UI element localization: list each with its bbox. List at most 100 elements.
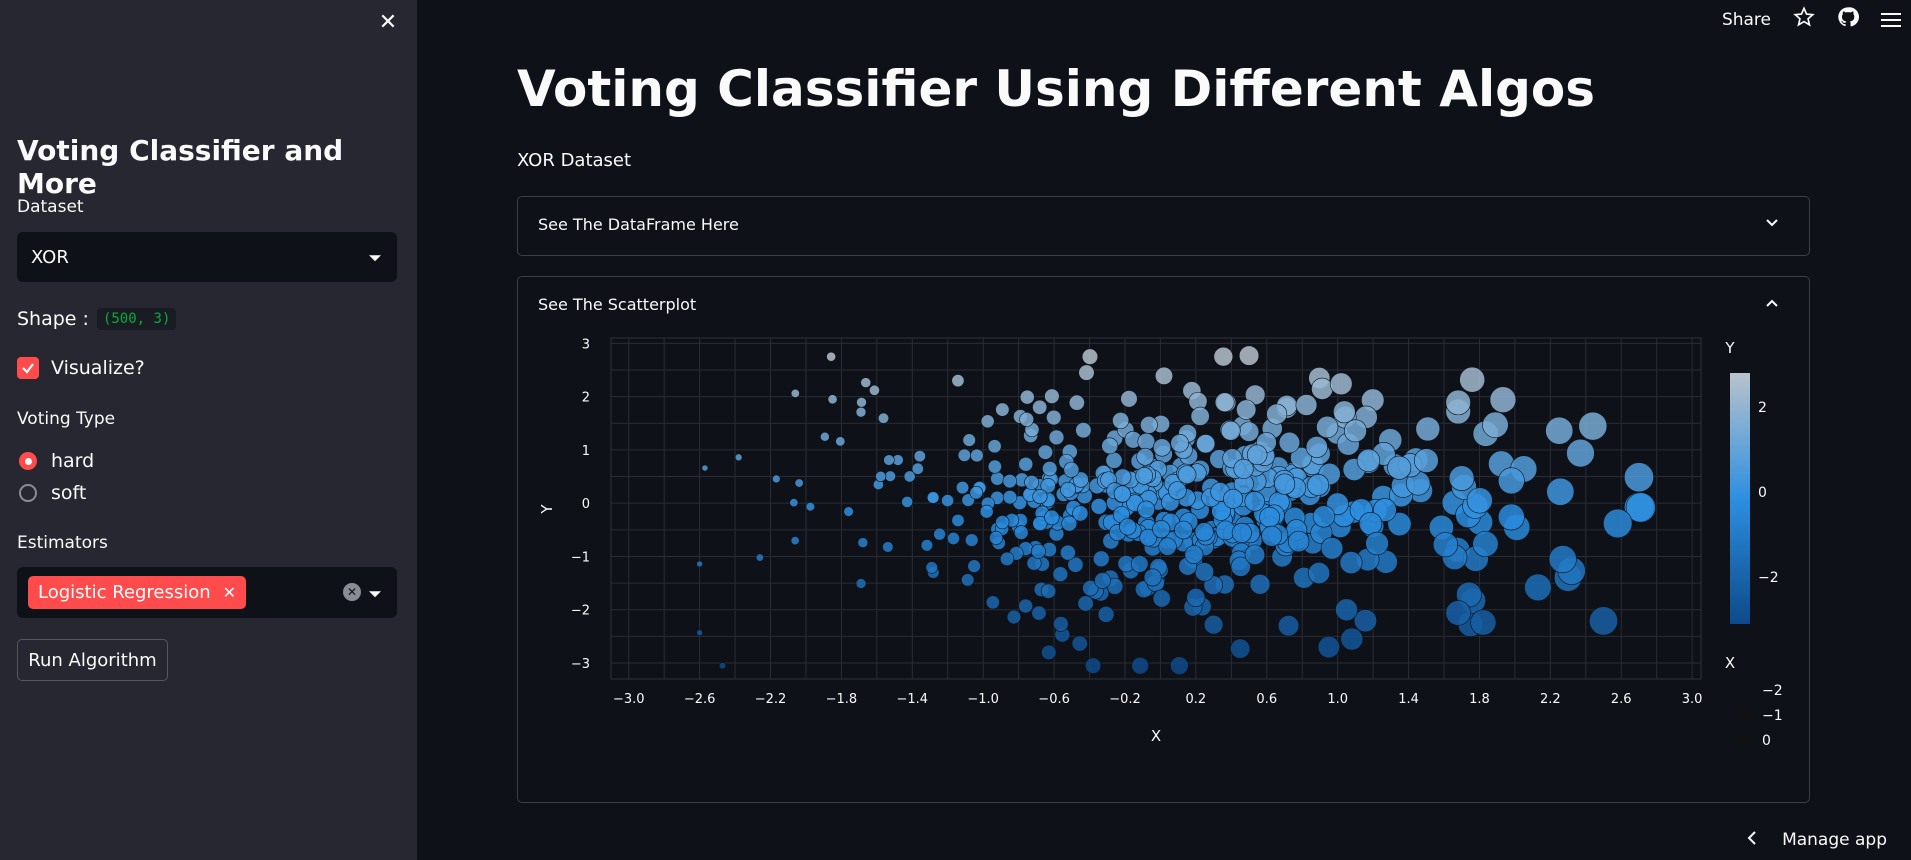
x-tick-label: 2.2 [1540,692,1561,707]
clear-all-icon[interactable]: ✕ [343,583,361,601]
scatter-point [957,448,971,462]
chevron-down-icon [369,255,381,262]
scatter-point [1236,399,1257,420]
scatter-point [1274,473,1296,495]
scatter-point [1194,562,1214,582]
scatter-point [1077,595,1094,612]
scatter-point [1220,420,1241,441]
scatter-point [1072,505,1089,522]
scatter-point [1084,657,1102,674]
scatter-point [1018,456,1034,472]
scatter-point [1078,364,1095,381]
remove-tag-icon[interactable]: ✕ [222,583,237,602]
scatter-point [1190,406,1210,426]
scatter-point [1158,537,1177,556]
toolbar: Share [1722,6,1901,33]
scatter-point [1092,550,1110,568]
scatter-point [1365,531,1389,556]
scatter-point [790,536,800,546]
radio-hard[interactable]: hard [19,450,94,472]
estimator-tag-label: Logistic Regression [38,582,211,603]
scatter-point [1119,518,1137,536]
radio-hard-label: hard [51,450,95,472]
x-tick-label: 1.4 [1398,692,1419,707]
y-tick-label: 2 [582,391,590,406]
scatter-point [1223,488,1244,509]
estimator-tag[interactable]: Logistic Regression ✕ [28,576,247,609]
scatter-point [1152,589,1171,608]
estimators-multiselect[interactable]: Logistic Regression ✕ ✕ [17,567,397,618]
scatter-point [772,474,781,484]
scatter-point [1052,566,1069,583]
scatter-point [1136,447,1155,466]
scatter-point [1068,394,1085,411]
radio-soft[interactable]: soft [19,482,86,504]
scatter-point [1624,462,1654,493]
scatter-point [1246,444,1268,466]
share-button[interactable]: Share [1721,9,1771,30]
chevron-up-icon[interactable] [1765,295,1779,314]
scatter-point [1482,411,1509,439]
radio-selected-icon[interactable] [19,452,37,470]
scatter-point [990,471,1005,486]
scatter-point [1413,448,1439,473]
github-icon[interactable] [1837,6,1859,33]
colorbar [1730,373,1750,624]
scatter-point [1589,606,1619,636]
scatter-point [1213,346,1234,367]
visualize-checkbox[interactable]: Visualize? [17,357,145,379]
scatter-point [790,388,800,398]
dataset-label: Dataset [17,197,84,217]
scatter-point [1101,437,1119,455]
sidebar: ✕ Voting Classifier and More Dataset XOR… [0,0,417,860]
scatter-point [1546,477,1575,506]
scatter-point [1233,458,1254,479]
scatter-point [1335,598,1358,622]
scatter-point [1277,615,1300,637]
x-tick-label: −2.6 [684,692,716,707]
chevron-down-icon[interactable] [1765,215,1779,234]
scatter-point [1071,635,1088,652]
scatter-point [1445,600,1471,626]
dataset-select[interactable]: XOR [17,232,397,282]
page-title: Voting Classifier Using Different Algos [517,60,1595,118]
visualize-label: Visualize? [51,357,145,379]
scatter-point [1153,438,1172,457]
scatter-point [1524,573,1552,602]
scatter-point [755,553,764,562]
scatter-point [1044,509,1060,526]
manage-app-button[interactable]: Manage app [1746,830,1887,850]
colorbar-title: Y [1724,339,1735,357]
scatter-point [1046,409,1062,426]
scatter-point [1311,377,1334,400]
scatter-point [1238,345,1260,366]
scatterplot-expander: See The Scatterplot −3.0 −2.6 −2.2 −1.8 −1.4… [517,276,1810,803]
run-algorithm-button[interactable]: Run Algorithm [17,639,168,681]
scatter-point [1290,446,1312,469]
star-icon[interactable] [1793,6,1815,33]
check-icon[interactable] [17,357,39,379]
chart-points [696,345,1656,675]
radio-unselected-icon[interactable] [19,484,37,502]
size-legend-marker [1740,710,1750,720]
scatter-point [1333,400,1356,424]
menu-icon[interactable] [1881,12,1901,27]
scatter-point [1030,543,1046,559]
scatter-point [1140,416,1158,434]
shape-info: Shape : (500, 3) [17,308,177,330]
scatter-point [987,439,1002,454]
scatter-point [1137,500,1155,519]
scatter-point [1137,432,1156,451]
scatter-point [961,573,975,587]
scatter-chart[interactable]: −3.0 −2.6 −2.2 −1.8 −1.4 −1.0 −0.6 −0.2 0.2 0.6 1.… [518,335,1809,785]
scatter-point [1113,485,1131,503]
scatter-point [855,406,867,418]
chevron-down-icon[interactable] [369,590,381,597]
scatter-point [1316,415,1339,439]
close-sidebar-icon[interactable]: ✕ [378,9,398,35]
x-tick-label: −1.8 [826,692,858,707]
dataframe-expander[interactable]: See The DataFrame Here [517,196,1810,256]
expander-label[interactable]: See The Scatterplot [538,295,697,314]
expander-label[interactable]: See The DataFrame Here [538,215,739,234]
scatter-point [1019,412,1035,427]
